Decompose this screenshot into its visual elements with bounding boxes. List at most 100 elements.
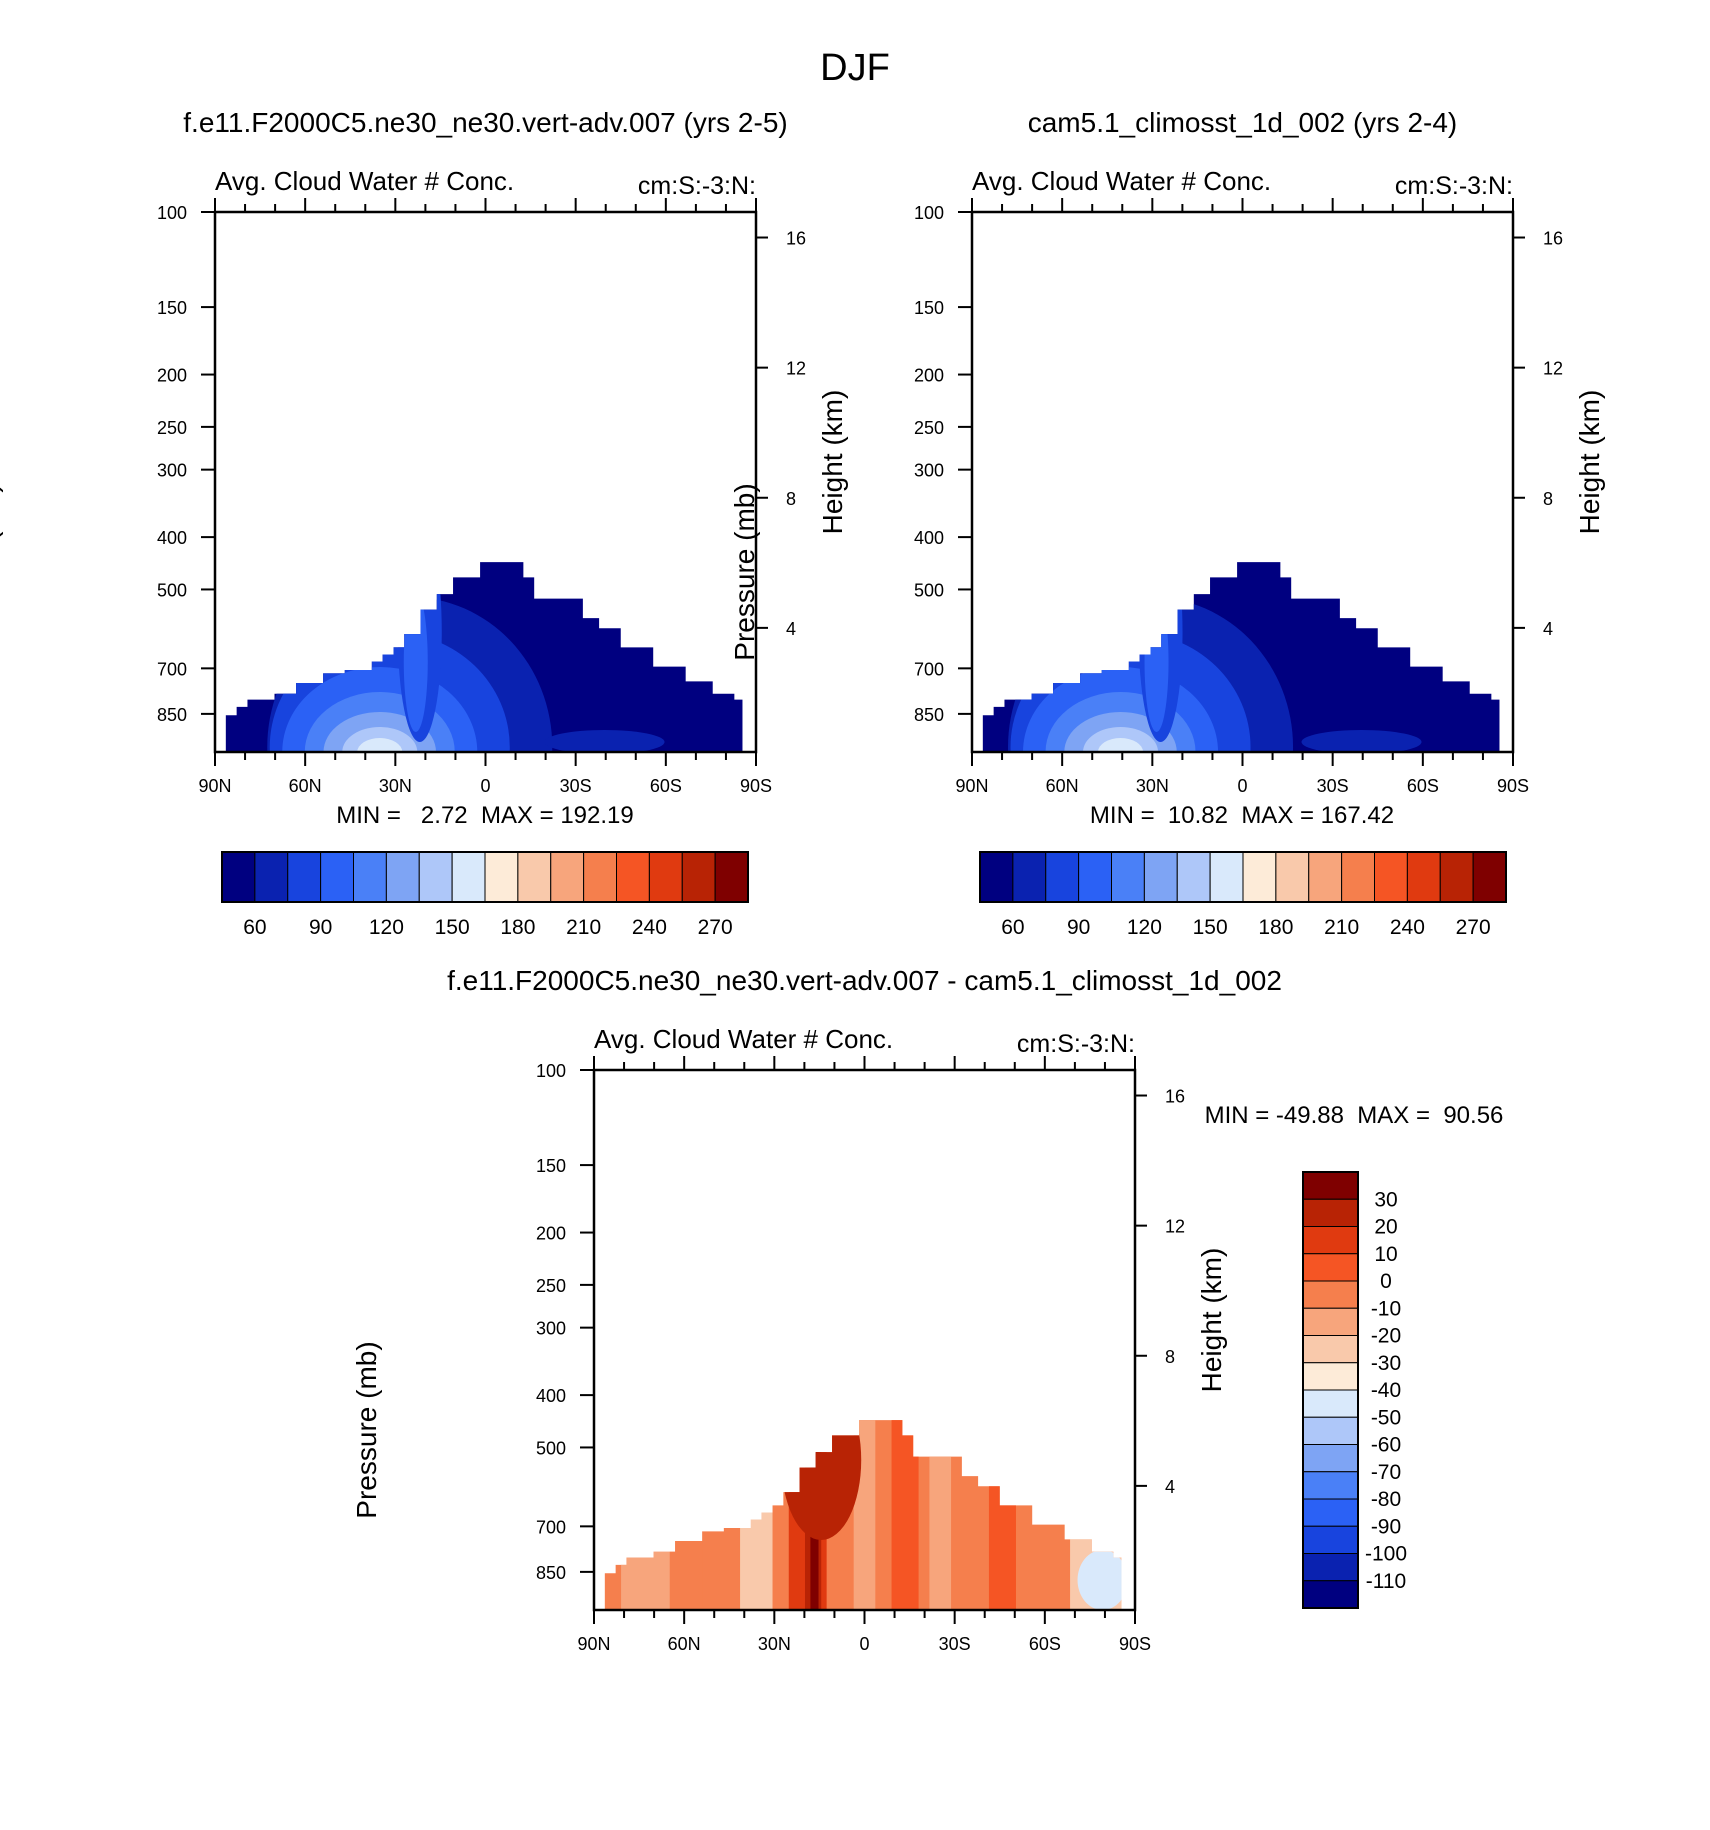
pressure-tick-label: 500 xyxy=(157,580,187,600)
pressure-tick-label: 700 xyxy=(536,1517,566,1537)
lat-tick-label: 60S xyxy=(1029,1634,1061,1654)
panel-units-label: cm:S:-3:N: xyxy=(1017,1030,1135,1058)
pressure-tick-label: 200 xyxy=(157,366,187,386)
pressure-tick-label: 250 xyxy=(914,418,944,438)
pressure-tick-label: 100 xyxy=(536,1061,566,1081)
pressure-tick-label: 200 xyxy=(914,366,944,386)
contour-level-4 xyxy=(1064,712,1177,752)
colorbar-swatch xyxy=(681,851,716,903)
contour-band-2 xyxy=(740,1420,773,1610)
pressure-tick-label: 100 xyxy=(914,203,944,223)
colorbar-swatch xyxy=(451,851,486,903)
colorbar-swatch xyxy=(714,851,749,903)
colorbar-label: -30 xyxy=(1371,1352,1401,1375)
height-tick-label: 16 xyxy=(1543,229,1563,249)
panel-case-title: f.e11.F2000C5.ne30_ne30.vert-adv.007 (yr… xyxy=(183,107,787,138)
lat-tick-label: 90N xyxy=(955,776,988,796)
contour-band-6 xyxy=(853,1420,876,1610)
colorbar-label: -110 xyxy=(1366,1570,1406,1593)
panel-variable-label: Avg. Cloud Water # Conc. xyxy=(594,1024,893,1054)
plot-panel-2: f.e11.F2000C5.ne30_ne30.vert-adv.007 - c… xyxy=(351,965,1282,1654)
lat-tick-label: 90N xyxy=(198,776,231,796)
colorbar-outline xyxy=(979,851,1507,903)
colorbar-swatch xyxy=(221,851,256,903)
panel-0-minmax: MIN = 2.72 MAX = 192.19 xyxy=(336,802,634,829)
colorbar-label: 90 xyxy=(1067,916,1090,939)
colorbar-label: 240 xyxy=(1390,916,1425,939)
colorbar-label: -90 xyxy=(1371,1515,1401,1538)
contour-level-6 xyxy=(357,738,403,752)
colorbar-swatch xyxy=(1302,1171,1359,1200)
main-title: DJF xyxy=(820,47,890,89)
colorbar-swatch xyxy=(1176,851,1211,903)
colorbar-label: 180 xyxy=(1258,916,1293,939)
panels-group: f.e11.F2000C5.ne30_ne30.vert-adv.007 (yr… xyxy=(0,107,1605,1654)
lat-tick-label: 60N xyxy=(1046,776,1079,796)
lat-tick-label: 30N xyxy=(1136,776,1169,796)
pressure-tick-label: 300 xyxy=(536,1319,566,1339)
contour-band-9 xyxy=(988,1420,1016,1610)
colorbar-swatch xyxy=(1012,851,1047,903)
height-tick-label: 4 xyxy=(1543,619,1553,639)
colorbar-label: -70 xyxy=(1371,1461,1401,1484)
contour-sh-feature xyxy=(1301,730,1422,752)
panel-case-title: cam5.1_climosst_1d_002 (yrs 2-4) xyxy=(1028,107,1458,138)
colorbar-outline xyxy=(221,851,749,903)
colorbar-swatch xyxy=(1302,1198,1359,1227)
colorbar-swatch xyxy=(1302,1307,1359,1336)
colorbar-swatch xyxy=(550,851,585,903)
lat-tick-label: 90N xyxy=(577,1634,610,1654)
pressure-tick-label: 200 xyxy=(536,1224,566,1244)
pressure-tick-label: 400 xyxy=(536,1386,566,1406)
colorbar-label: 120 xyxy=(1127,916,1162,939)
colorbar-swatch xyxy=(484,851,519,903)
pressure-tick-label: 300 xyxy=(157,461,187,481)
panel-case-title: f.e11.F2000C5.ne30_ne30.vert-adv.007 - c… xyxy=(447,965,1282,996)
colorbar-swatch xyxy=(254,851,289,903)
colorbar-swatch xyxy=(1302,1253,1359,1282)
colorbar-label: 30 xyxy=(1374,1188,1397,1211)
lat-tick-label: 0 xyxy=(1237,776,1247,796)
colorbar-label: -50 xyxy=(1371,1406,1401,1429)
height-tick-label: 8 xyxy=(1543,489,1553,509)
contour-max-region xyxy=(781,1420,862,1540)
colorbar-label: 10 xyxy=(1374,1243,1397,1266)
contour-plume-core xyxy=(1144,592,1169,732)
colorbar-label: 270 xyxy=(1456,916,1491,939)
colorbar-label: 180 xyxy=(500,916,535,939)
colorbar-swatch xyxy=(1302,1226,1359,1255)
contour-band-1 xyxy=(669,1420,703,1610)
height-tick-label: 4 xyxy=(786,619,796,639)
colorbar-label: 150 xyxy=(1193,916,1228,939)
colorbar-swatch xyxy=(1308,851,1343,903)
lat-tick-label: 30N xyxy=(758,1634,791,1654)
pressure-tick-label: 100 xyxy=(157,203,187,223)
contour-band-10 xyxy=(1070,1420,1122,1610)
colorbar-swatch xyxy=(1045,851,1080,903)
lat-tick-label: 60N xyxy=(668,1634,701,1654)
lat-tick-label: 30S xyxy=(939,1634,971,1654)
colorbar-swatch xyxy=(1374,851,1408,903)
contour-min-region xyxy=(1077,1550,1122,1610)
panel-units-label: cm:S:-3:N: xyxy=(638,172,756,200)
colorbar-swatch xyxy=(385,851,420,903)
colorbar-swatch xyxy=(1242,851,1277,903)
colorbar-swatch xyxy=(1302,1416,1359,1445)
lat-tick-label: 60N xyxy=(289,776,322,796)
contour-level-4 xyxy=(323,712,437,752)
colorbar-outline xyxy=(1302,1171,1359,1609)
height-tick-label: 8 xyxy=(786,489,796,509)
colorbar-panel-0: 60 90 120 150 180 210 240 270 xyxy=(221,851,749,939)
lat-tick-label: 90S xyxy=(740,776,772,796)
panel-units-label: cm:S:-3:N: xyxy=(1395,172,1513,200)
colorbar-swatch xyxy=(1302,1553,1359,1582)
height-tick-label: 12 xyxy=(786,359,806,379)
colorbar-panel-1: 60 90 120 150 180 210 240 270 xyxy=(979,851,1507,939)
plot-panel-1: cam5.1_climosst_1d_002 (yrs 2-4) Avg. Clo… xyxy=(729,107,1605,796)
colorbar-swatch xyxy=(1111,851,1145,903)
lat-tick-label: 90S xyxy=(1119,1634,1151,1654)
pressure-tick-label: 400 xyxy=(914,528,944,548)
pressure-tick-label: 500 xyxy=(914,580,944,600)
lat-tick-label: 30S xyxy=(1317,776,1349,796)
colorbar-swatch xyxy=(418,851,453,903)
